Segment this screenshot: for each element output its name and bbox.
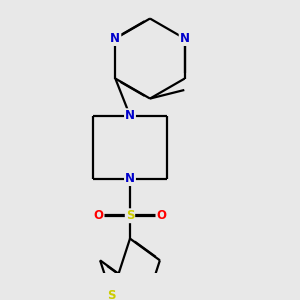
Text: N: N bbox=[110, 32, 120, 45]
Text: N: N bbox=[125, 172, 135, 185]
Text: O: O bbox=[94, 209, 103, 222]
Text: S: S bbox=[107, 289, 116, 300]
Text: N: N bbox=[180, 32, 190, 45]
Text: N: N bbox=[125, 109, 135, 122]
Text: S: S bbox=[126, 209, 134, 222]
Text: O: O bbox=[156, 209, 167, 222]
